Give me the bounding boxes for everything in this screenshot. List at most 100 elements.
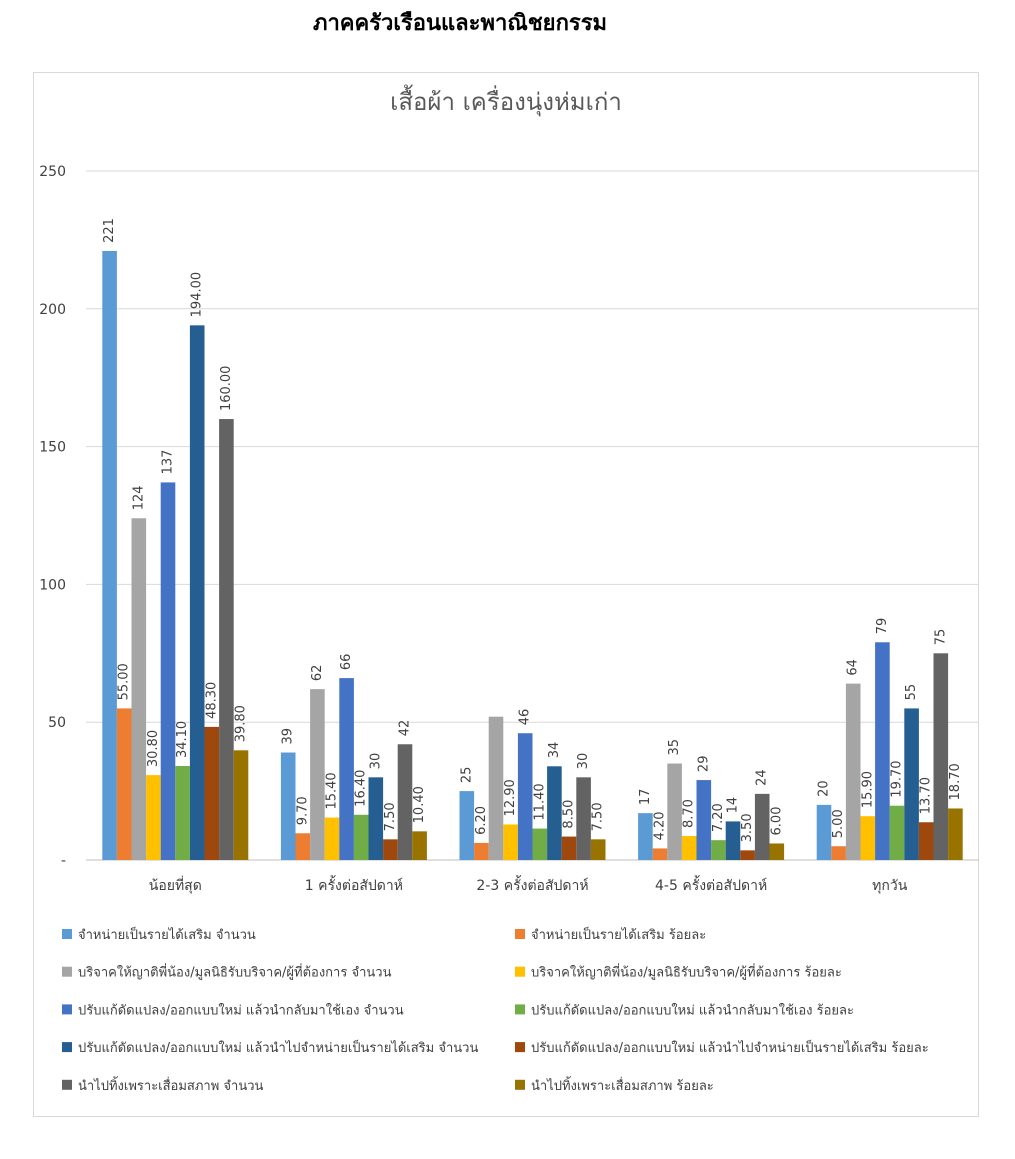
data-label: 55.00 <box>117 663 132 700</box>
bar <box>561 836 577 860</box>
bar <box>875 642 890 860</box>
legend-swatch <box>515 1079 525 1090</box>
legend-label: จำหน่ายเป็นรายได้เสริม จำนวน <box>78 925 256 943</box>
data-label: 8.50 <box>562 800 577 829</box>
bar <box>860 816 876 860</box>
bar <box>324 817 340 860</box>
data-label: 18.70 <box>948 763 963 800</box>
data-label: 10.40 <box>412 786 427 823</box>
bar <box>474 842 489 860</box>
bar <box>547 766 562 860</box>
bar <box>116 708 132 860</box>
legend-label: จำหน่ายเป็นรายได้เสริม ร้อยละ <box>531 925 706 943</box>
y-tick-label: 200 <box>39 302 66 318</box>
page-title: ภาคครัวเรือนและพาณิชยกรรม <box>313 11 607 36</box>
bar <box>517 733 533 860</box>
bar <box>754 793 770 860</box>
data-label: 16.40 <box>354 770 369 807</box>
bar <box>310 689 325 860</box>
data-label: 6.20 <box>474 806 489 835</box>
bar <box>667 763 682 860</box>
bar <box>889 805 905 860</box>
data-label: 19.70 <box>890 760 905 797</box>
data-label: 9.70 <box>295 796 310 825</box>
legend-swatch <box>515 1042 525 1053</box>
bar <box>816 804 832 860</box>
bar <box>368 777 384 860</box>
bar <box>918 822 934 860</box>
data-label: 48.30 <box>204 682 219 719</box>
legend-swatch <box>62 1079 72 1090</box>
bar <box>638 813 653 860</box>
bar <box>845 683 861 860</box>
bar <box>681 836 697 860</box>
x-tick-label: น้อยที่สุด <box>149 876 202 894</box>
data-label: 7.50 <box>383 802 398 831</box>
bar <box>102 250 117 860</box>
bar <box>233 750 249 860</box>
bar <box>397 744 413 860</box>
data-label: 30 <box>576 753 591 770</box>
bar <box>160 482 176 860</box>
bar <box>933 653 949 860</box>
chart-title: เสื้อผ้า เครื่องนุ่งห่มเก่า <box>390 84 622 117</box>
data-label: 11.40 <box>532 783 547 820</box>
data-label: 124 <box>131 485 146 510</box>
x-tick-label: 2-3 ครั้งต่อสัปดาห์ <box>476 875 588 894</box>
bar <box>175 766 190 860</box>
data-label: 46 <box>518 709 533 726</box>
data-label: 29 <box>696 756 711 773</box>
data-label: 39.80 <box>234 705 249 742</box>
legend-swatch <box>62 1042 72 1053</box>
x-tick-label: ทุกวัน <box>872 878 908 894</box>
data-label: 62 <box>310 665 325 682</box>
bar <box>711 840 726 860</box>
legend-label: บริจาคให้ญาติพี่น้อง/มูลนิธิรับบริจาค/ผู… <box>78 964 392 981</box>
legend-label: ปรับแก้ดัดแปลง/ออกแบบใหม่ แล้วนำกลับมาใช… <box>78 1002 404 1018</box>
bar <box>219 419 234 860</box>
y-tick-label: - <box>61 853 66 869</box>
y-tick-label: 50 <box>48 715 66 731</box>
data-label: 30 <box>368 753 383 770</box>
bar <box>339 678 354 860</box>
data-label: 6.00 <box>769 807 784 836</box>
data-label: 13.70 <box>919 777 934 814</box>
data-label: 39 <box>281 728 296 745</box>
data-label: 55 <box>904 684 919 701</box>
data-label: 12.90 <box>503 779 518 816</box>
bar <box>831 846 846 860</box>
bar <box>904 708 919 860</box>
data-label: 25 <box>459 767 474 784</box>
bar <box>204 726 220 860</box>
y-tick-label: 250 <box>39 164 66 180</box>
bar <box>532 828 548 860</box>
bar <box>725 821 741 860</box>
legend-swatch <box>515 929 525 939</box>
legend-label: ปรับแก้ดัดแปลง/ออกแบบใหม่ แล้วนำไปจำหน่า… <box>78 1038 478 1056</box>
data-label: 4.20 <box>653 811 668 840</box>
y-tick-label: 100 <box>39 577 66 593</box>
bar <box>769 843 785 860</box>
legend-label: นำไปทิ้งเพราะเสื่อมสภาพ จำนวน <box>78 1076 264 1094</box>
bar <box>295 833 311 860</box>
bar <box>412 831 427 860</box>
legend-label: นำไปทิ้งเพราะเสื่อมสภาพ ร้อยละ <box>531 1076 714 1094</box>
legend-swatch <box>62 966 72 977</box>
data-label: 64 <box>846 659 861 676</box>
legend-swatch <box>62 929 72 939</box>
bar <box>696 780 712 860</box>
x-tick-label: 4-5 ครั้งต่อสัปดาห์ <box>655 875 767 894</box>
legend-label: ปรับแก้ดัดแปลง/ออกแบบใหม่ แล้วนำกลับมาใช… <box>531 1002 854 1018</box>
legend-swatch <box>515 966 525 977</box>
bar <box>459 791 475 860</box>
data-label: 75 <box>933 629 948 646</box>
data-label: 15.90 <box>860 771 875 808</box>
data-label: 137 <box>161 450 176 475</box>
data-label: 17 <box>638 789 653 806</box>
bar <box>576 777 591 860</box>
y-tick-label: 150 <box>39 440 66 456</box>
data-label: 30.80 <box>146 730 161 767</box>
data-label: 7.20 <box>711 803 726 832</box>
